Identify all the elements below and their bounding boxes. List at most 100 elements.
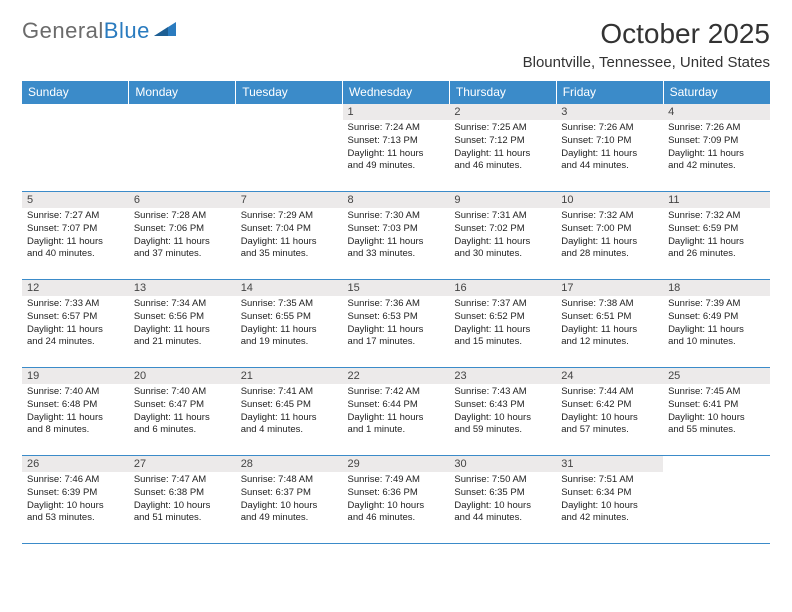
sunset-text: Sunset: 7:10 PM [561, 135, 658, 148]
day-number: 9 [449, 192, 556, 208]
sunrise-text: Sunrise: 7:43 AM [454, 386, 551, 399]
calendar-cell: 17Sunrise: 7:38 AMSunset: 6:51 PMDayligh… [556, 280, 663, 368]
calendar-cell: 30Sunrise: 7:50 AMSunset: 6:35 PMDayligh… [449, 456, 556, 544]
sunrise-text: Sunrise: 7:42 AM [348, 386, 445, 399]
calendar-cell: 2Sunrise: 7:25 AMSunset: 7:12 PMDaylight… [449, 104, 556, 192]
calendar-row: 5Sunrise: 7:27 AMSunset: 7:07 PMDaylight… [22, 192, 770, 280]
day-number: 5 [22, 192, 129, 208]
brand-logo: GeneralBlue [22, 18, 176, 44]
day-detail: Sunrise: 7:33 AMSunset: 6:57 PMDaylight:… [22, 296, 129, 353]
day-detail: Sunrise: 7:38 AMSunset: 6:51 PMDaylight:… [556, 296, 663, 353]
sunset-text: Sunset: 6:53 PM [348, 311, 445, 324]
weekday-header-row: SundayMondayTuesdayWednesdayThursdayFrid… [22, 81, 770, 104]
calendar-cell: 7Sunrise: 7:29 AMSunset: 7:04 PMDaylight… [236, 192, 343, 280]
sunset-text: Sunset: 6:42 PM [561, 399, 658, 412]
daylight-text: Daylight: 11 hours [134, 324, 231, 337]
day-detail: Sunrise: 7:36 AMSunset: 6:53 PMDaylight:… [343, 296, 450, 353]
daylight-text: and 33 minutes. [348, 248, 445, 261]
daylight-text: and 30 minutes. [454, 248, 551, 261]
daylight-text: and 12 minutes. [561, 336, 658, 349]
sunrise-text: Sunrise: 7:34 AM [134, 298, 231, 311]
sunset-text: Sunset: 7:07 PM [27, 223, 124, 236]
daylight-text: Daylight: 11 hours [668, 148, 765, 161]
calendar-cell: 25Sunrise: 7:45 AMSunset: 6:41 PMDayligh… [663, 368, 770, 456]
weekday-header: Monday [129, 81, 236, 104]
month-title: October 2025 [523, 18, 770, 50]
day-number: 12 [22, 280, 129, 296]
daylight-text: Daylight: 10 hours [27, 500, 124, 513]
calendar-cell: 21Sunrise: 7:41 AMSunset: 6:45 PMDayligh… [236, 368, 343, 456]
weekday-header: Thursday [449, 81, 556, 104]
sunrise-text: Sunrise: 7:40 AM [134, 386, 231, 399]
daylight-text: and 35 minutes. [241, 248, 338, 261]
calendar-table: SundayMondayTuesdayWednesdayThursdayFrid… [22, 81, 770, 544]
daylight-text: Daylight: 10 hours [454, 412, 551, 425]
sunset-text: Sunset: 7:13 PM [348, 135, 445, 148]
calendar-cell: 8Sunrise: 7:30 AMSunset: 7:03 PMDaylight… [343, 192, 450, 280]
calendar-cell: 27Sunrise: 7:47 AMSunset: 6:38 PMDayligh… [129, 456, 236, 544]
brand-triangle-icon [154, 20, 176, 43]
daylight-text: and 10 minutes. [668, 336, 765, 349]
sunset-text: Sunset: 7:04 PM [241, 223, 338, 236]
calendar-cell: 3Sunrise: 7:26 AMSunset: 7:10 PMDaylight… [556, 104, 663, 192]
sunset-text: Sunset: 7:12 PM [454, 135, 551, 148]
day-detail: Sunrise: 7:51 AMSunset: 6:34 PMDaylight:… [556, 472, 663, 529]
calendar-cell: 23Sunrise: 7:43 AMSunset: 6:43 PMDayligh… [449, 368, 556, 456]
day-detail: Sunrise: 7:48 AMSunset: 6:37 PMDaylight:… [236, 472, 343, 529]
sunrise-text: Sunrise: 7:51 AM [561, 474, 658, 487]
day-number: 13 [129, 280, 236, 296]
daylight-text: and 57 minutes. [561, 424, 658, 437]
sunrise-text: Sunrise: 7:50 AM [454, 474, 551, 487]
sunset-text: Sunset: 6:59 PM [668, 223, 765, 236]
daylight-text: and 24 minutes. [27, 336, 124, 349]
sunset-text: Sunset: 6:52 PM [454, 311, 551, 324]
day-number: 2 [449, 104, 556, 120]
daylight-text: Daylight: 10 hours [561, 412, 658, 425]
sunrise-text: Sunrise: 7:44 AM [561, 386, 658, 399]
daylight-text: Daylight: 10 hours [134, 500, 231, 513]
calendar-cell: 18Sunrise: 7:39 AMSunset: 6:49 PMDayligh… [663, 280, 770, 368]
sunrise-text: Sunrise: 7:32 AM [561, 210, 658, 223]
sunrise-text: Sunrise: 7:29 AM [241, 210, 338, 223]
day-detail: Sunrise: 7:42 AMSunset: 6:44 PMDaylight:… [343, 384, 450, 441]
day-detail: Sunrise: 7:32 AMSunset: 7:00 PMDaylight:… [556, 208, 663, 265]
calendar-cell: 14Sunrise: 7:35 AMSunset: 6:55 PMDayligh… [236, 280, 343, 368]
daylight-text: and 46 minutes. [454, 160, 551, 173]
brand-gray: General [22, 18, 104, 43]
daylight-text: Daylight: 11 hours [454, 324, 551, 337]
calendar-row: 26Sunrise: 7:46 AMSunset: 6:39 PMDayligh… [22, 456, 770, 544]
sunrise-text: Sunrise: 7:24 AM [348, 122, 445, 135]
sunrise-text: Sunrise: 7:30 AM [348, 210, 445, 223]
sunset-text: Sunset: 6:39 PM [27, 487, 124, 500]
day-detail: Sunrise: 7:49 AMSunset: 6:36 PMDaylight:… [343, 472, 450, 529]
daylight-text: Daylight: 11 hours [454, 148, 551, 161]
title-block: October 2025 Blountville, Tennessee, Uni… [523, 18, 770, 71]
daylight-text: Daylight: 11 hours [454, 236, 551, 249]
daylight-text: and 6 minutes. [134, 424, 231, 437]
sunset-text: Sunset: 6:47 PM [134, 399, 231, 412]
daylight-text: Daylight: 11 hours [348, 236, 445, 249]
day-number: 20 [129, 368, 236, 384]
day-detail: Sunrise: 7:25 AMSunset: 7:12 PMDaylight:… [449, 120, 556, 177]
daylight-text: and 46 minutes. [348, 512, 445, 525]
day-number: 19 [22, 368, 129, 384]
day-number: 17 [556, 280, 663, 296]
daylight-text: Daylight: 11 hours [27, 236, 124, 249]
sunrise-text: Sunrise: 7:41 AM [241, 386, 338, 399]
sunrise-text: Sunrise: 7:26 AM [668, 122, 765, 135]
calendar-cell: 12Sunrise: 7:33 AMSunset: 6:57 PMDayligh… [22, 280, 129, 368]
calendar-cell: 22Sunrise: 7:42 AMSunset: 6:44 PMDayligh… [343, 368, 450, 456]
calendar-cell [236, 104, 343, 192]
daylight-text: and 42 minutes. [668, 160, 765, 173]
daylight-text: Daylight: 11 hours [241, 324, 338, 337]
sunset-text: Sunset: 6:35 PM [454, 487, 551, 500]
daylight-text: and 37 minutes. [134, 248, 231, 261]
page-header: GeneralBlue October 2025 Blountville, Te… [22, 18, 770, 71]
day-number: 10 [556, 192, 663, 208]
day-number: 14 [236, 280, 343, 296]
sunset-text: Sunset: 7:00 PM [561, 223, 658, 236]
sunrise-text: Sunrise: 7:48 AM [241, 474, 338, 487]
calendar-cell: 19Sunrise: 7:40 AMSunset: 6:48 PMDayligh… [22, 368, 129, 456]
sunrise-text: Sunrise: 7:27 AM [27, 210, 124, 223]
weekday-header: Tuesday [236, 81, 343, 104]
